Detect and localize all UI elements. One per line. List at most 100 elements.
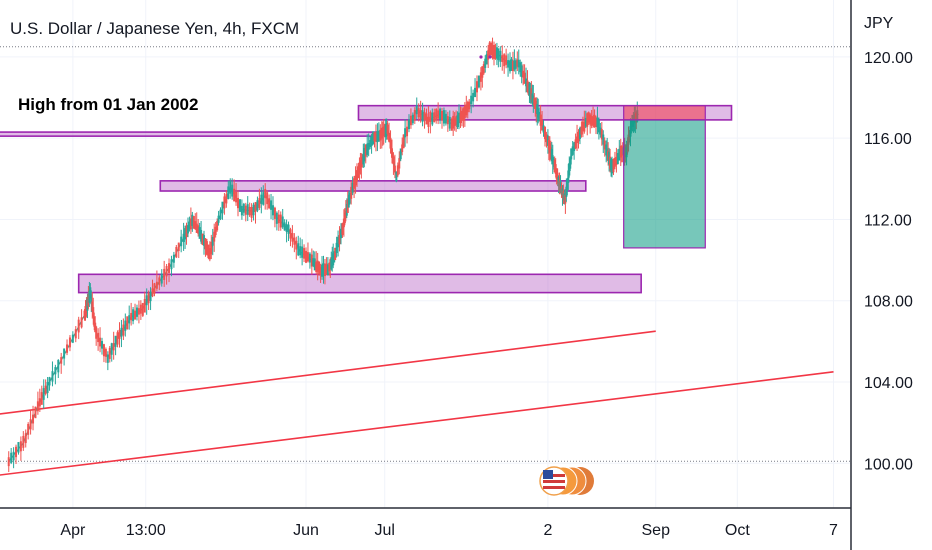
candle-body [189,218,192,230]
candle-body [135,307,138,317]
candle-body [366,143,369,155]
candle-body [124,320,127,331]
candle-body [446,116,449,125]
candle-body [116,332,119,345]
candle-body [279,214,282,228]
candle-body [40,392,43,405]
candle-body [389,137,392,149]
x-tick-label-6: Oct [725,522,750,539]
candle-body [462,108,465,121]
candle-body [618,148,621,161]
candle-body [71,334,74,343]
y-axis-ticks[interactable]: 120.00 116.00 112.00 108.00 104.00 100.00 [864,50,913,473]
candle-body [587,112,590,123]
candle-body [351,182,354,193]
candle-body [411,114,414,124]
candle-body [301,246,304,258]
candle-body [326,264,329,276]
candle-body [565,186,568,197]
candle-body [297,243,300,256]
candle-body [268,198,271,209]
candle-body [615,156,618,165]
candle-body [270,200,273,210]
candle-body [370,135,373,147]
candle-body [522,70,525,78]
candle-body [122,324,125,336]
candle-body [388,132,391,142]
candle-body [194,221,197,230]
candle-body [602,134,605,145]
candle-body [335,242,338,254]
candle-body [584,117,587,127]
annotation-text[interactable]: High from 01 Jan 2002 [18,95,198,114]
position-tool-layer[interactable] [623,105,706,249]
candle-body [188,221,191,229]
grid-layer [0,0,851,508]
candle-body [431,112,434,125]
candle-body [503,54,506,67]
candle-body [474,87,477,98]
candle-body [568,162,571,176]
candle-body [32,414,35,424]
candle-body [364,144,367,157]
candle-body [455,116,458,125]
candle-body [517,59,520,68]
candle-body [106,354,109,363]
candle-body [481,66,484,78]
candle-body [463,105,466,118]
candle-body [101,341,104,349]
candle-body [95,326,98,339]
candle-body [293,237,296,245]
candle-body [221,201,224,214]
x-axis-ticks[interactable]: Apr 13:00 Jun Jul 2 Sep Oct 7 [60,522,838,539]
candle-body [91,301,94,312]
candle-body [186,225,189,234]
candle-body [310,254,313,267]
candle-body [470,95,473,105]
candle-body [163,268,166,280]
zones-layer [0,104,733,294]
y-tick-label-5: 100.00 [864,456,913,473]
candle-body [254,202,257,212]
chart-title: U.S. Dollar / Japanese Yen, 4h, FXCM [10,19,299,38]
candle-body [34,406,37,419]
candle-body [538,111,541,122]
candle-body [569,158,572,169]
candle-body [423,112,426,121]
candle-body [244,205,247,215]
candle-body [433,112,436,122]
candle-body [216,221,219,231]
candle-body [415,105,418,115]
candle-body [570,148,573,160]
candle-body [429,112,432,122]
candle-body [583,121,586,132]
candle-body [396,165,399,176]
candle-body [466,102,469,113]
candle-body [367,142,370,150]
candle-body [42,388,45,400]
candle-body [165,266,168,277]
candle-body [217,215,220,223]
candle-body [219,209,222,220]
candle-body [299,246,302,256]
candle-body [419,109,422,120]
candle-body [456,115,459,127]
candle-body [545,134,548,143]
candle-body [200,229,203,242]
flag-badge-icon[interactable] [539,466,594,496]
candle-body [369,140,372,148]
candle-body [417,108,420,118]
candle-body [435,109,438,121]
candle-body [390,148,393,158]
candle-body [460,110,463,121]
candle-body [501,55,504,62]
candle-body [128,315,131,324]
x-tick-label-3: Jul [374,522,394,539]
candle-body [425,113,428,125]
candle-body [379,129,382,141]
candle-body [10,452,13,463]
x-tick-label-4: 2 [543,522,552,539]
candle-body [541,120,544,131]
candle-body [92,307,95,317]
